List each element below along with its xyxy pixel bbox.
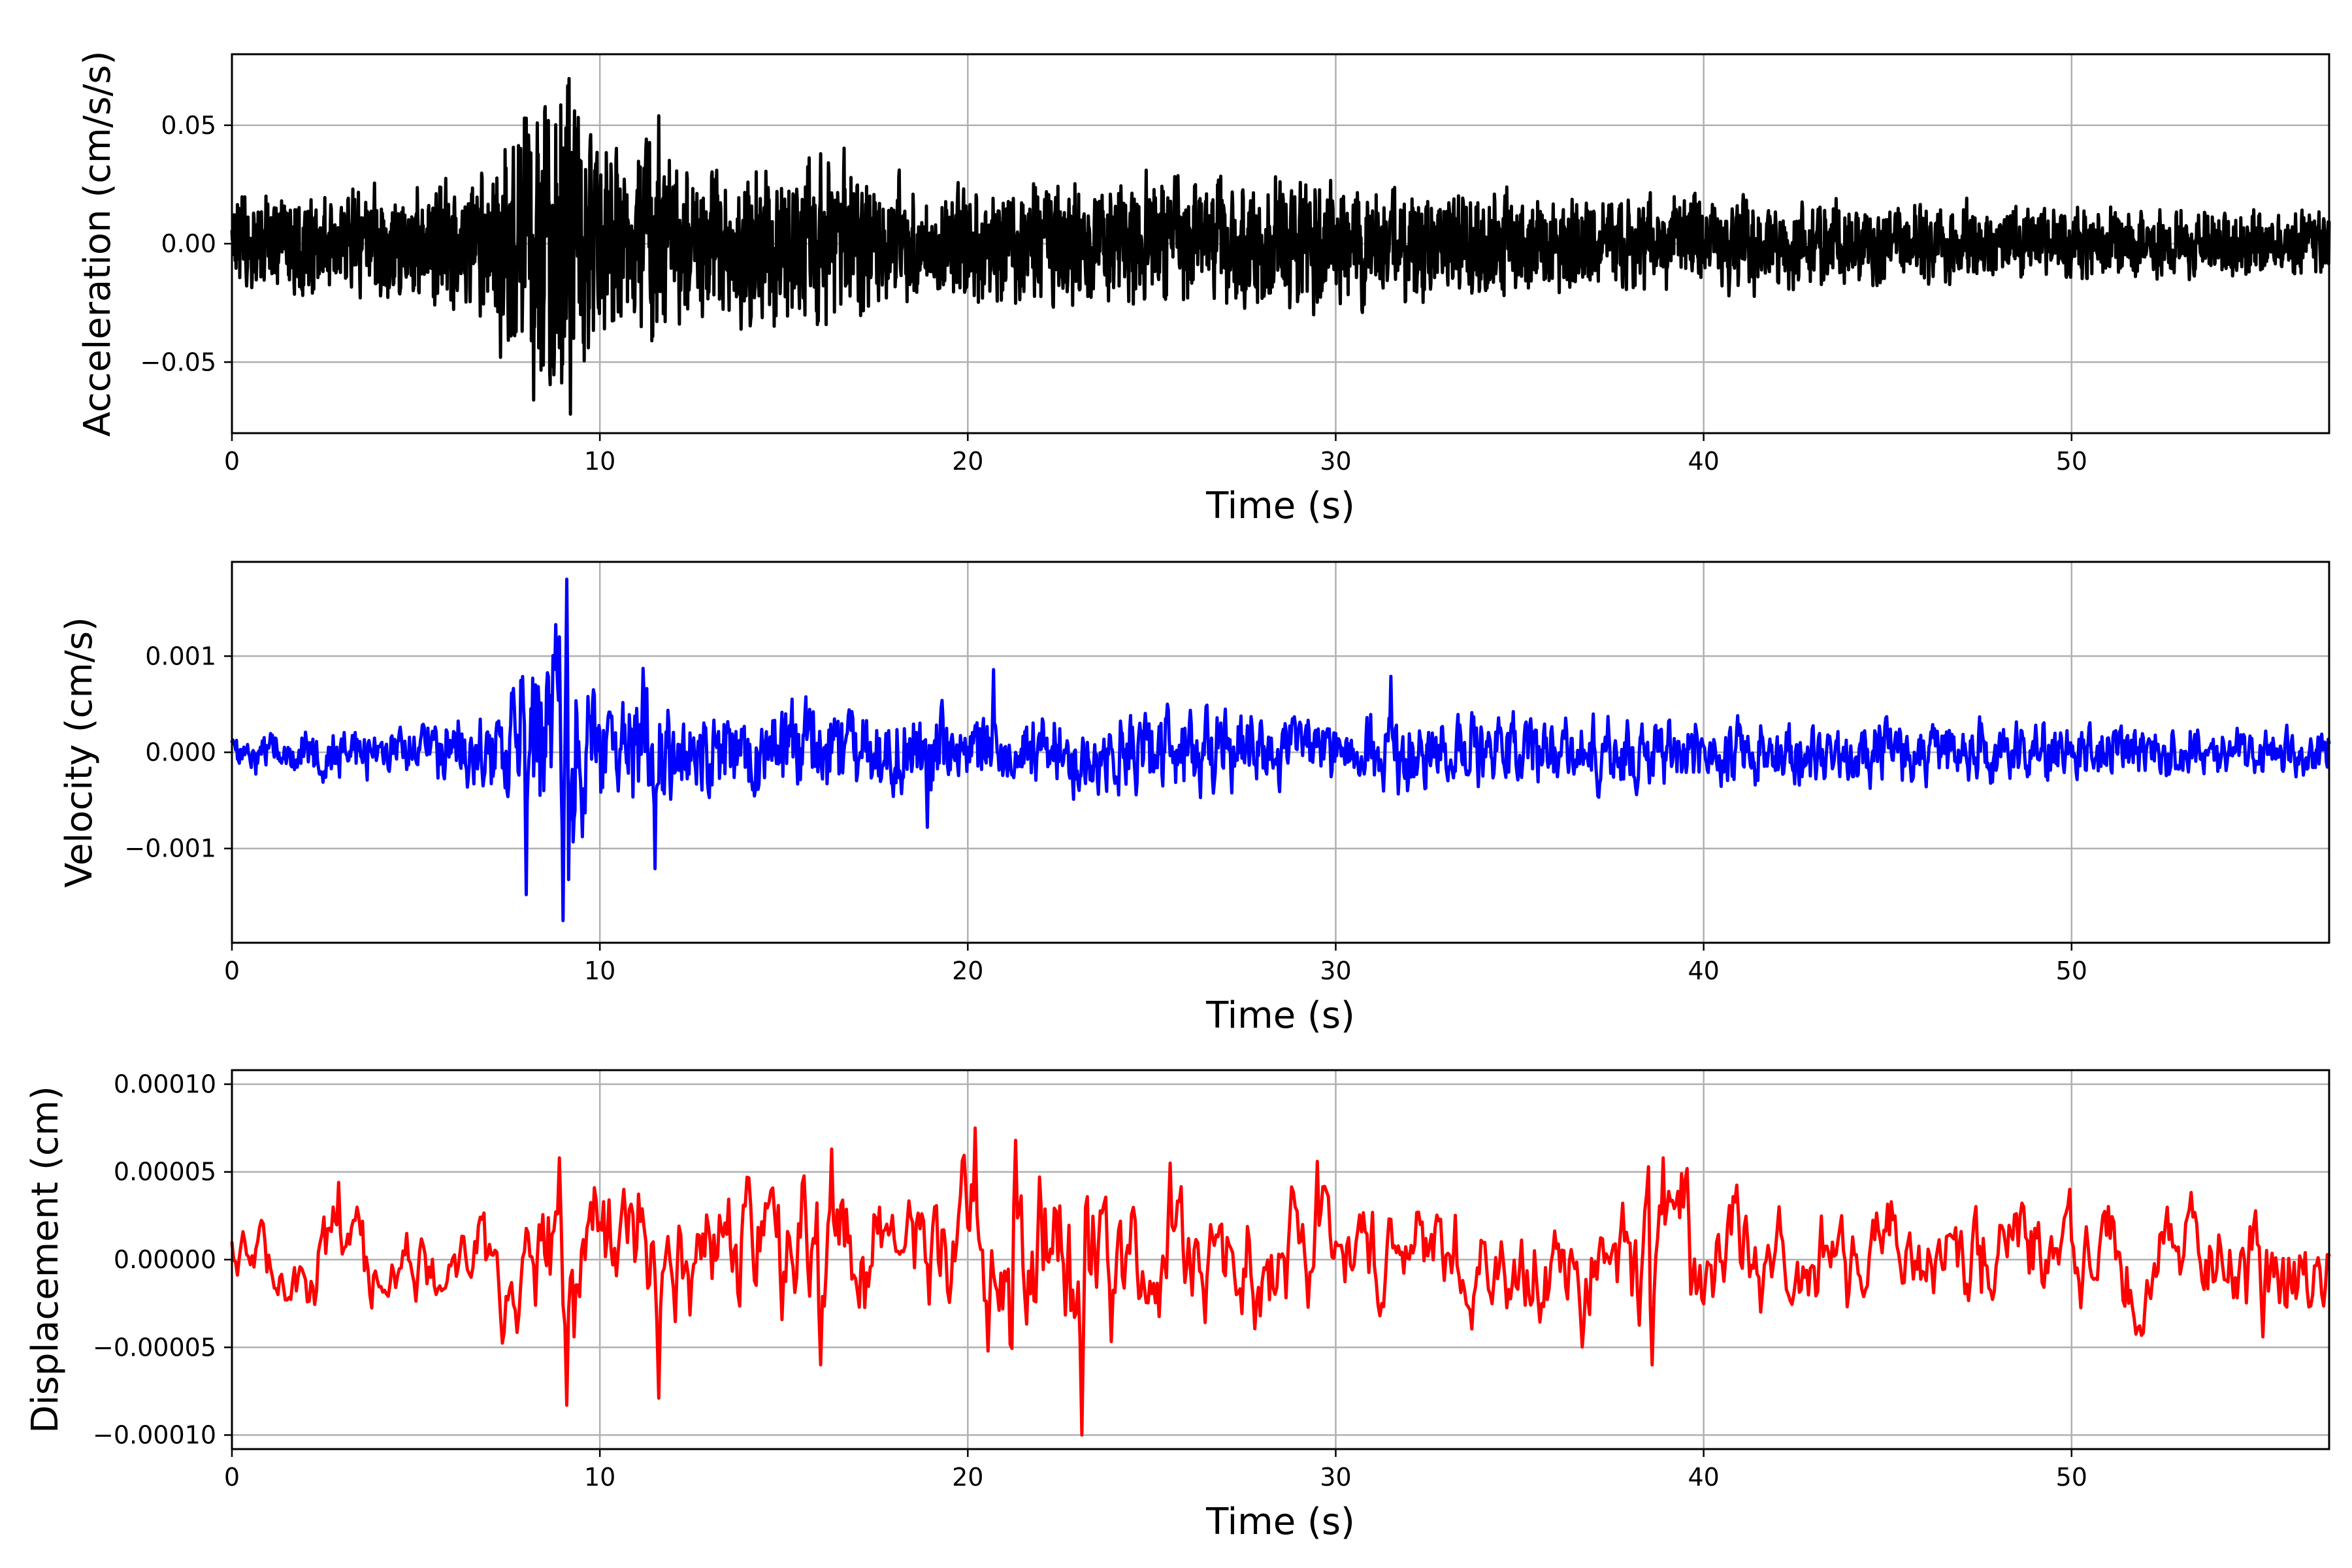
displacement-panel: 0 10 20 30 40 50 −0.00010 −0.00005 0.00000 0.0000… xyxy=(24,1069,2331,1543)
velocity-x-axis-label: Time (s) xyxy=(1205,994,1355,1037)
displacement-ytick-label-4: 0.00010 xyxy=(114,1070,216,1098)
displacement-xtick-label-2: 20 xyxy=(952,1463,983,1492)
acceleration-xtick-label-3: 30 xyxy=(1320,447,1351,476)
velocity-xtick-label-4: 40 xyxy=(1688,956,1719,985)
acceleration-xtick-label-2: 20 xyxy=(952,447,983,476)
displacement-ticks: 0 10 20 30 40 50 −0.00010 −0.00005 0.00000 0.0000… xyxy=(93,1070,2087,1492)
velocity-xtick-label-0: 0 xyxy=(224,956,240,985)
velocity-ticks: 0 10 20 30 40 50 −0.001 0.000 0.001 xyxy=(124,642,2087,985)
acceleration-x-axis-label: Time (s) xyxy=(1205,485,1355,527)
acceleration-xtick-label-4: 40 xyxy=(1688,447,1719,476)
velocity-trace xyxy=(230,578,2331,923)
velocity-xtick-label-5: 50 xyxy=(2056,956,2087,985)
acceleration-xtick-label-1: 10 xyxy=(584,447,615,476)
acceleration-y-axis-label: Acceleration (cm/s/s) xyxy=(76,51,119,437)
displacement-ytick-label-2: 0.00000 xyxy=(114,1245,216,1274)
displacement-xtick-label-3: 30 xyxy=(1320,1463,1351,1492)
displacement-xtick-label-0: 0 xyxy=(224,1463,240,1492)
velocity-y-axis-label: Velocity (cm/s) xyxy=(58,617,101,888)
displacement-ytick-label-1: −0.00005 xyxy=(93,1333,216,1362)
velocity-ytick-label-0: −0.001 xyxy=(124,834,216,863)
acceleration-ytick-label-0: −0.05 xyxy=(140,348,216,376)
velocity-ytick-label-1: 0.000 xyxy=(145,738,216,767)
acceleration-ytick-label-1: 0.00 xyxy=(161,229,216,258)
acceleration-trace xyxy=(230,76,2331,416)
displacement-y-axis-label: Displacement (cm) xyxy=(24,1086,67,1433)
acceleration-xtick-label-5: 50 xyxy=(2056,447,2087,476)
displacement-xtick-label-1: 10 xyxy=(584,1463,615,1492)
velocity-ytick-label-2: 0.001 xyxy=(145,642,216,670)
displacement-xtick-label-4: 40 xyxy=(1688,1463,1719,1492)
acceleration-ytick-label-2: 0.05 xyxy=(161,111,216,140)
displacement-ytick-label-0: −0.00010 xyxy=(93,1421,216,1450)
velocity-xtick-label-1: 10 xyxy=(584,956,615,985)
velocity-panel: 0 10 20 30 40 50 −0.001 0.000 0.001 Time (s) Vel… xyxy=(58,561,2331,1037)
displacement-trace xyxy=(230,1126,2331,1437)
velocity-xtick-label-2: 20 xyxy=(952,956,983,985)
velocity-xtick-label-3: 30 xyxy=(1320,956,1351,985)
displacement-x-axis-label: Time (s) xyxy=(1205,1501,1355,1543)
displacement-xtick-label-5: 50 xyxy=(2056,1463,2087,1492)
acceleration-ticks: 0 10 20 30 40 50 −0.05 0.00 0.05 xyxy=(140,111,2087,476)
acceleration-panel: 0 10 20 30 40 50 −0.05 0.00 0.05 Time (s) Accele… xyxy=(76,51,2331,527)
displacement-ytick-label-3: 0.00005 xyxy=(114,1158,216,1186)
acceleration-xtick-label-0: 0 xyxy=(224,447,240,476)
